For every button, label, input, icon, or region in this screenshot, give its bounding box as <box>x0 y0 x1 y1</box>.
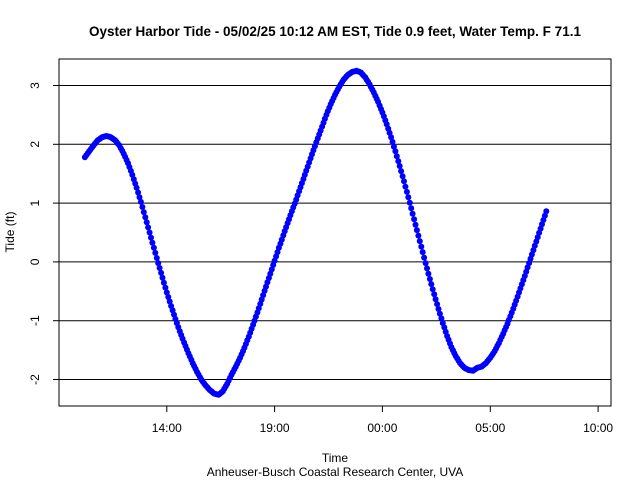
tide-point <box>403 188 410 195</box>
y-tick-label: 3 <box>28 82 42 89</box>
tide-point <box>160 279 167 286</box>
tide-point <box>166 298 173 305</box>
tide-point <box>419 249 426 256</box>
tide-point <box>398 168 405 175</box>
y-tick-label: 2 <box>28 141 42 148</box>
tide-point <box>139 204 146 210</box>
y-axis: -2 -1 0 1 2 3 <box>28 82 59 385</box>
tide-point <box>395 158 402 165</box>
tide-point <box>155 260 162 267</box>
tide-point <box>143 219 150 226</box>
x-tick-label: 05:00 <box>475 421 505 435</box>
tide-point <box>434 301 441 308</box>
tide-point <box>411 216 418 223</box>
tide-point <box>408 205 415 212</box>
tide-point <box>159 274 166 281</box>
tide-point <box>135 189 142 196</box>
tide-point <box>409 210 416 217</box>
tide-point <box>412 221 419 228</box>
tide-point <box>165 294 172 300</box>
tide-point <box>438 315 445 322</box>
tide-point <box>136 194 143 201</box>
tide-point <box>429 286 436 293</box>
x-tick-label: 19:00 <box>260 421 290 435</box>
tide-point <box>428 281 435 288</box>
x-axis-label: Time <box>322 451 349 465</box>
tide-point <box>426 276 433 282</box>
tide-point <box>436 310 443 317</box>
tide-point <box>153 255 160 261</box>
tide-point <box>435 306 442 312</box>
tide-point <box>145 224 152 231</box>
tide-point <box>425 270 432 277</box>
x-tick-label: 00:00 <box>367 421 397 435</box>
tide-point <box>402 183 409 190</box>
tide-point <box>421 254 428 261</box>
y-tick-label: -2 <box>28 374 42 385</box>
chart-title: Oyster Harbor Tide - 05/02/25 10:12 AM E… <box>89 24 581 39</box>
tide-point <box>413 227 420 234</box>
tide-point <box>401 178 407 185</box>
tide-series <box>81 67 550 398</box>
tide-point <box>416 238 423 245</box>
tide-point <box>150 244 157 251</box>
tide-point <box>148 234 154 241</box>
tide-point <box>133 184 140 191</box>
tide-point <box>137 198 144 205</box>
tide-point <box>418 243 425 250</box>
x-axis: 14:00 19:00 00:00 05:00 10:00 <box>152 406 613 435</box>
tide-point <box>389 138 396 145</box>
tide-point <box>390 143 397 150</box>
tide-point <box>388 134 395 141</box>
tide-point <box>432 296 439 303</box>
y-tick-label: 0 <box>28 258 42 265</box>
tide-point <box>543 208 550 215</box>
tide-point <box>142 214 149 221</box>
x-tick-label: 10:00 <box>583 421 613 435</box>
tide-point <box>149 239 156 246</box>
y-axis-label: Tide (ft) <box>3 212 17 253</box>
tide-point <box>406 199 413 206</box>
tide-point <box>415 232 422 239</box>
y-tick-label: 1 <box>28 199 42 206</box>
tide-point <box>405 194 412 201</box>
tide-point <box>392 148 399 155</box>
tide-point <box>152 249 159 256</box>
tide-point <box>424 265 430 272</box>
tide-point <box>158 269 165 276</box>
y-tick-label: -1 <box>28 315 42 326</box>
tide-point <box>399 173 406 180</box>
tide-point <box>422 260 429 267</box>
tide-point <box>162 284 169 291</box>
tide-point <box>156 265 163 271</box>
credit-line: Anheuser-Busch Coastal Research Center, … <box>207 465 464 479</box>
grid-lines <box>59 85 611 380</box>
plot-frame <box>58 58 612 407</box>
tide-point <box>431 291 438 298</box>
x-tick-label: 14:00 <box>152 421 182 435</box>
tide-point <box>393 153 400 160</box>
tide-point <box>146 229 153 236</box>
tide-point <box>140 209 147 216</box>
tide-point <box>396 163 403 169</box>
